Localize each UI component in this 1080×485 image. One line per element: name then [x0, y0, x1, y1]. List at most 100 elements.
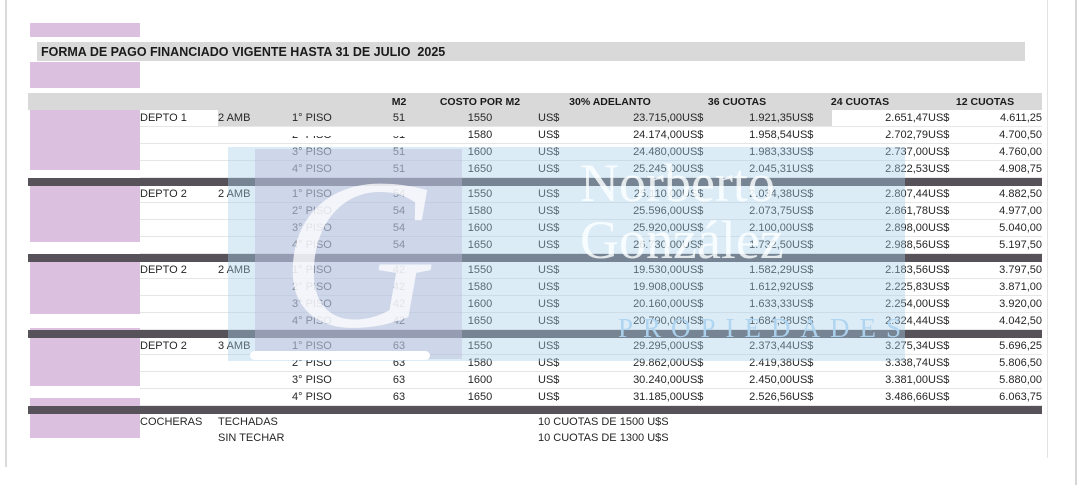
currency-label: US$ — [538, 160, 582, 178]
currency-label: US$ — [928, 236, 970, 254]
table-row: 3° PISO 54 1600 US$ 25.920,00 US$ 2.100,00 US$ 2… — [28, 219, 1042, 237]
currency-label: US$ — [792, 160, 832, 178]
cell-adelanto: 31.185,00 — [582, 388, 682, 406]
cell-12cuotas: 4.700,50 — [970, 126, 1042, 144]
header-m2: M2 — [376, 93, 422, 110]
cell-cocheras-label: COCHERAS — [140, 416, 203, 428]
currency-label: US$ — [792, 202, 832, 220]
cell-12cuotas: 3.920,00 — [970, 295, 1042, 313]
cocheras-row: COCHERAS TECHADAS 10 CUOTAS DE 1500 U$S — [28, 414, 1042, 430]
currency-label: US$ — [538, 312, 582, 330]
cell-depto — [140, 295, 218, 313]
currency-label: US$ — [538, 219, 582, 237]
cell-amb — [218, 143, 292, 161]
cell-36cuotas: 1.921,35 — [722, 110, 792, 127]
cell-amb — [218, 202, 292, 220]
cell-36cuotas: 1.983,33 — [722, 143, 792, 161]
cell-costo: 1600 — [422, 219, 538, 237]
cell-depto — [140, 371, 218, 389]
currency-label: US$ — [928, 160, 970, 178]
currency-label: US$ — [928, 388, 970, 406]
cell-24cuotas: 2.737,00 — [832, 143, 928, 161]
cell-piso: 2° PISO — [292, 202, 376, 220]
spacer-cell — [422, 430, 538, 446]
cell-piso: 4° PISO — [292, 236, 376, 254]
separator-bar — [28, 405, 1042, 414]
pink-block — [30, 23, 140, 37]
cell-24cuotas: 2.324,44 — [832, 312, 928, 330]
cell-adelanto: 25.110,00 — [582, 186, 682, 203]
cell-36cuotas: 1.633,33 — [722, 295, 792, 313]
cell-m2: 42 — [376, 278, 422, 296]
cell-adelanto: 30.240,00 — [582, 371, 682, 389]
currency-label: US$ — [538, 371, 582, 389]
currency-label: US$ — [928, 295, 970, 313]
currency-label: US$ — [538, 143, 582, 161]
cell-costo: 1580 — [422, 354, 538, 372]
cell-12cuotas: 3.871,00 — [970, 278, 1042, 296]
table-row: 2° PISO 54 1580 US$ 25.596,00 US$ 2.073,75 US$ 2… — [28, 202, 1042, 220]
currency-label: US$ — [792, 278, 832, 296]
cell-24cuotas: 3.338,74 — [832, 354, 928, 372]
currency-label: US$ — [682, 295, 722, 313]
cell-depto — [140, 160, 218, 178]
pink-column-cell — [28, 355, 140, 372]
separator-cell — [28, 253, 1042, 262]
pink-column-cell — [28, 220, 140, 237]
cell-costo: 1600 — [422, 371, 538, 389]
currency-label: US$ — [538, 186, 582, 203]
cell-m2: 54 — [376, 186, 422, 203]
cell-adelanto: 26.730,00 — [582, 236, 682, 254]
table-row: 4° PISO 51 1650 US$ 25.245,00 US$ 2.045,31 US$ 2… — [28, 160, 1042, 178]
cell-24cuotas: 2.807,44 — [832, 186, 928, 203]
cell-amb: 2 AMB — [218, 110, 292, 127]
currency-label: US$ — [792, 126, 832, 144]
cell-depto — [140, 236, 218, 254]
cell-24cuotas: 3.381,00 — [832, 371, 928, 389]
table-row: 2° PISO 63 1580 US$ 29.862,00 US$ 2.419,38 US$ 3… — [28, 354, 1042, 372]
currency-label: US$ — [928, 186, 970, 203]
currency-label: US$ — [538, 110, 582, 127]
currency-label: US$ — [682, 186, 722, 203]
spacer-cell — [292, 414, 376, 430]
currency-label: US$ — [792, 236, 832, 254]
cell-adelanto: 19.530,00 — [582, 262, 682, 279]
cell-depto: DEPTO 1 — [140, 110, 218, 127]
pink-column-cell — [28, 430, 140, 446]
cell-depto: DEPTO 2 — [140, 262, 218, 279]
cell-adelanto: 23.715,00 — [582, 110, 682, 127]
separator-cell — [28, 405, 1042, 414]
white-streak — [248, 127, 418, 136]
pink-column-cell — [28, 144, 140, 161]
header-spacer — [140, 93, 218, 110]
cell-adelanto: 20.790,00 — [582, 312, 682, 330]
cell-costo: 1600 — [422, 143, 538, 161]
table-row: 2° PISO 42 1580 US$ 19.908,00 US$ 1.612,92 US$ 2… — [28, 278, 1042, 296]
currency-label: US$ — [538, 202, 582, 220]
separator-cell — [28, 177, 1042, 186]
currency-label: US$ — [682, 278, 722, 296]
pink-block — [30, 398, 140, 438]
cell-24cuotas: 2.183,56 — [832, 262, 928, 279]
currency-label: US$ — [682, 312, 722, 330]
cell-costo: 1580 — [422, 278, 538, 296]
cell-amb — [218, 278, 292, 296]
cell-costo: 1550 — [422, 110, 538, 127]
page-edge-right-inner — [1047, 0, 1048, 458]
cell-m2: 54 — [376, 219, 422, 237]
cell-amb — [218, 219, 292, 237]
pink-column-cell — [28, 186, 140, 203]
cell-amb — [218, 295, 292, 313]
cell-amb — [218, 371, 292, 389]
cell-12cuotas: 4.977,00 — [970, 202, 1042, 220]
cell-piso: 1° PISO — [292, 262, 376, 279]
cell-12cuotas: 5.040,00 — [970, 219, 1042, 237]
currency-label: US$ — [682, 110, 722, 127]
currency-label: US$ — [682, 126, 722, 144]
cell-m2: 42 — [376, 312, 422, 330]
page-edge-left — [5, 0, 7, 467]
cell-piso: 1° PISO — [292, 338, 376, 355]
cell-piso: 2° PISO — [292, 278, 376, 296]
cell-m2: 63 — [376, 338, 422, 355]
cell-depto — [140, 388, 218, 406]
